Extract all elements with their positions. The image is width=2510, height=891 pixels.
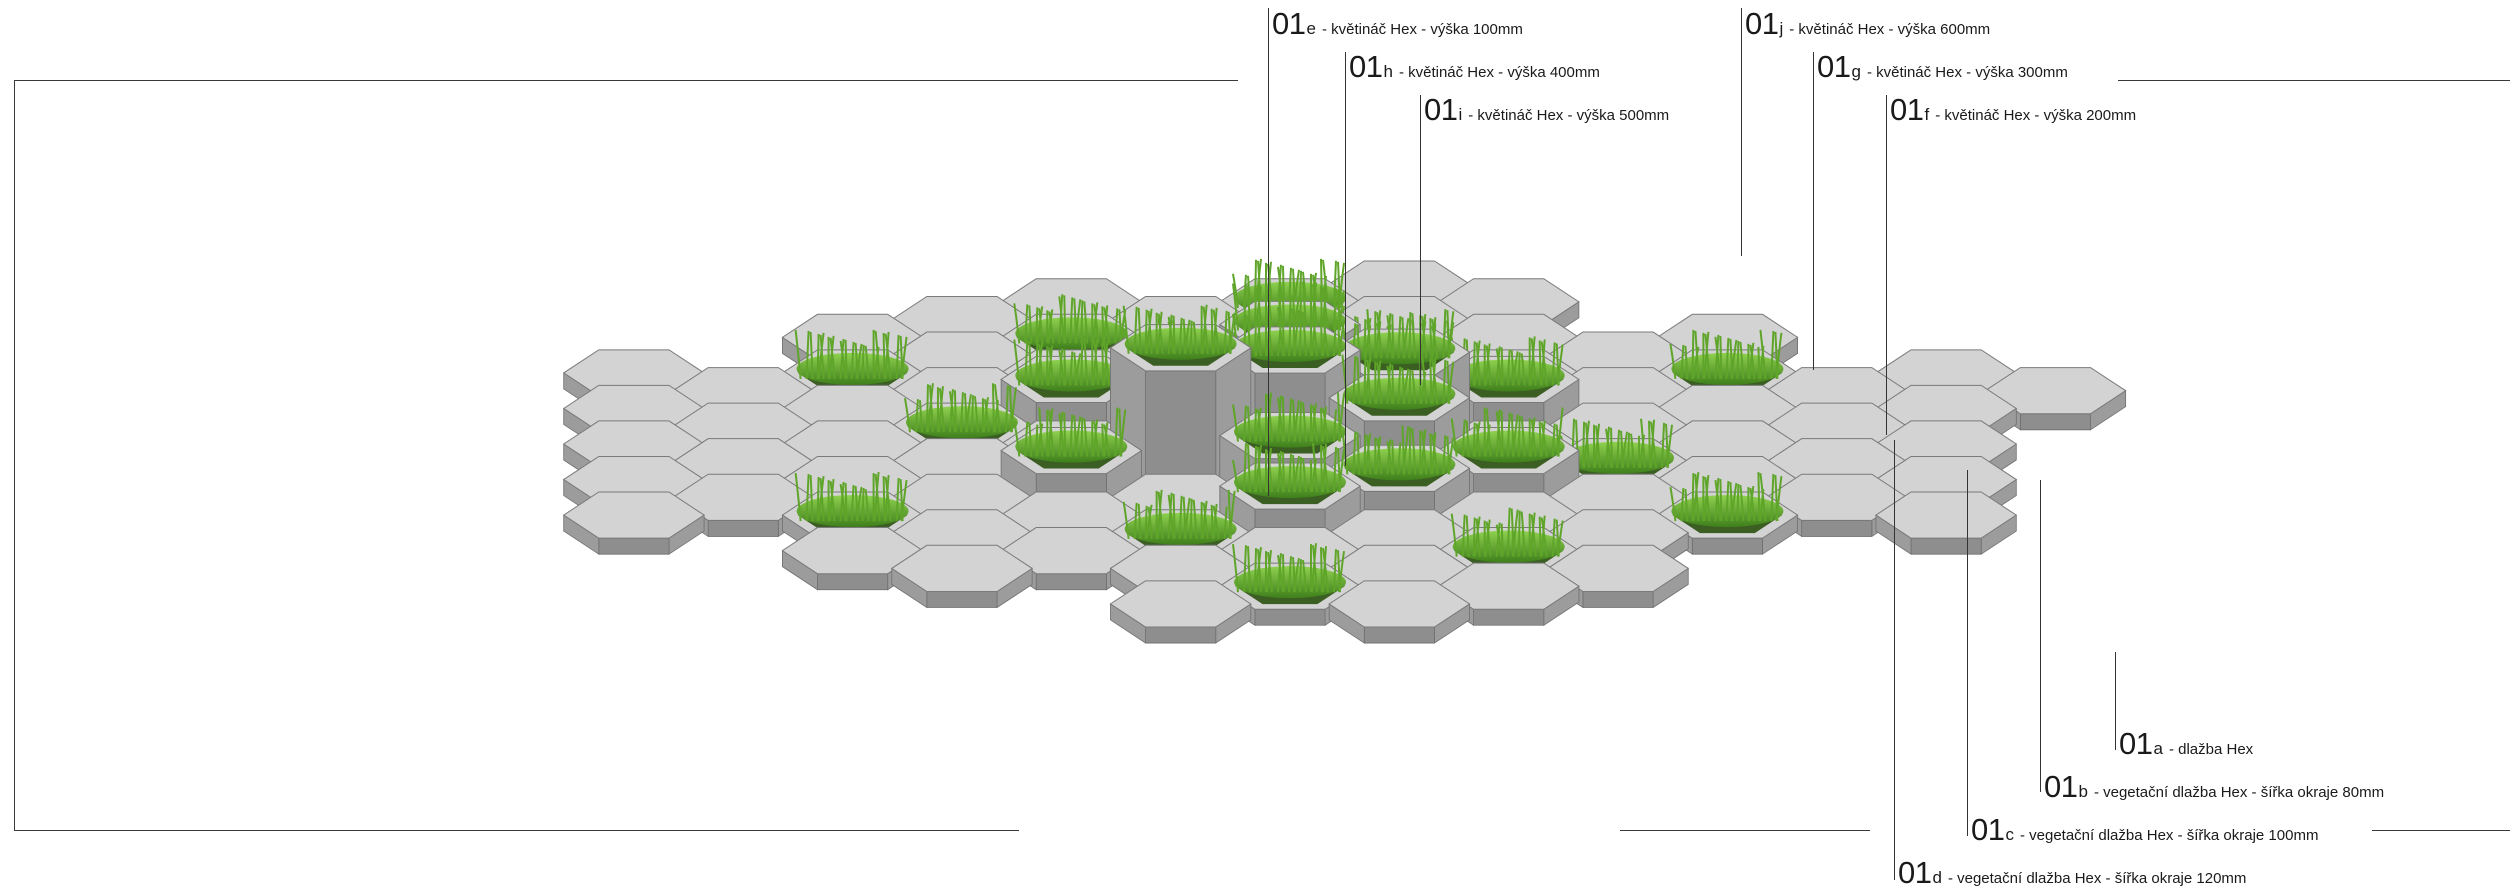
leader-c xyxy=(1967,470,1969,836)
label-01h: 01 h - květináč Hex - výška 400mm xyxy=(1349,49,1600,85)
hex-paver xyxy=(1874,491,2018,555)
label-01b-letter: b xyxy=(2078,782,2088,801)
label-01h-number: 01 xyxy=(1349,49,1383,84)
grass-planter xyxy=(1218,442,1362,555)
label-01a-letter: a xyxy=(2153,739,2163,758)
label-01e: 01 e - květináč Hex - výška 100mm xyxy=(1272,6,1523,42)
leader-j xyxy=(1741,8,1743,256)
leader-d xyxy=(1894,440,1896,880)
label-01a-text: - dlažba Hex xyxy=(2168,741,2254,758)
hex-paver xyxy=(1109,580,1252,644)
label-01d-letter: d xyxy=(1932,868,1942,887)
frame-bottom-1 xyxy=(14,830,1019,832)
label-01a-number: 01 xyxy=(2119,726,2153,761)
grass-planter xyxy=(1328,354,1471,502)
leader-e xyxy=(1268,8,1270,496)
label-01c-number: 01 xyxy=(1971,812,2005,847)
leader-a xyxy=(2115,652,2117,750)
label-01g-letter: g xyxy=(1851,62,1861,81)
hex-paver xyxy=(890,544,1034,609)
label-01i-letter: i xyxy=(1458,105,1463,124)
label-01g-text: - květináč Hex - výška 300mm xyxy=(1866,64,2068,81)
frame-left xyxy=(14,80,16,830)
label-01c: 01 c - vegetační dlažba Hex - šířka okraje… xyxy=(1971,812,2318,848)
label-01i-number: 01 xyxy=(1424,92,1458,127)
label-01d-text: - vegetační dlažba Hex - šířka okraje 12… xyxy=(1947,870,2247,887)
grass-planter xyxy=(1328,425,1471,538)
label-01d-number: 01 xyxy=(1898,855,1932,890)
frame-bottom-2 xyxy=(1620,830,1870,832)
leader-h xyxy=(1345,52,1347,466)
hex-paver xyxy=(1984,367,2127,431)
label-01a: 01 a - dlažba Hex xyxy=(2119,726,2253,762)
leader-f xyxy=(1886,95,1888,435)
label-01f-text: - květináč Hex - výška 200mm xyxy=(1935,107,2137,124)
label-01e-text: - květináč Hex - výška 100mm xyxy=(1321,21,1523,38)
label-01c-letter: c xyxy=(2005,825,2014,844)
label-01f-number: 01 xyxy=(1890,92,1924,127)
label-01j: 01 j - květináč Hex - výška 600mm xyxy=(1745,6,1990,42)
grass-planter xyxy=(1656,471,1799,555)
label-01i-text: - květináč Hex - výška 500mm xyxy=(1468,107,1670,124)
label-01e-letter: e xyxy=(1306,19,1316,38)
label-01g-number: 01 xyxy=(1817,49,1851,84)
label-01h-letter: h xyxy=(1383,62,1393,81)
label-01i: 01 i - květináč Hex - výška 500mm xyxy=(1424,92,1669,128)
label-01g: 01 g - květináč Hex - výška 300mm xyxy=(1817,49,2068,85)
label-01b: 01 b - vegetační dlažba Hex - šířka okraje… xyxy=(2044,769,2384,805)
label-01b-number: 01 xyxy=(2044,769,2078,804)
label-01j-number: 01 xyxy=(1745,6,1779,41)
leader-g xyxy=(1813,52,1815,370)
frame-bottom-3 xyxy=(2372,830,2510,832)
hex-paver xyxy=(562,491,706,555)
frame-top-left xyxy=(14,80,1238,82)
frame-top-right xyxy=(2118,80,2510,82)
leader-i xyxy=(1420,95,1422,385)
leader-b xyxy=(2040,480,2042,792)
label-01h-text: - květináč Hex - výška 400mm xyxy=(1398,64,1600,81)
label-01j-text: - květináč Hex - výška 600mm xyxy=(1789,21,1991,38)
label-01c-text: - vegetační dlažba Hex - šířka okraje 10… xyxy=(2019,827,2319,844)
label-01j-letter: j xyxy=(1779,19,1784,38)
label-01f: 01 f - květináč Hex - výška 200mm xyxy=(1890,92,2136,128)
label-01d: 01 d - vegetační dlažba Hex - šířka okraje… xyxy=(1898,855,2246,891)
label-01f-letter: f xyxy=(1924,105,1930,124)
label-01b-text: - vegetační dlažba Hex - šířka okraje 80… xyxy=(2093,784,2385,801)
hex-paver xyxy=(1328,580,1471,644)
label-01e-number: 01 xyxy=(1272,6,1306,41)
